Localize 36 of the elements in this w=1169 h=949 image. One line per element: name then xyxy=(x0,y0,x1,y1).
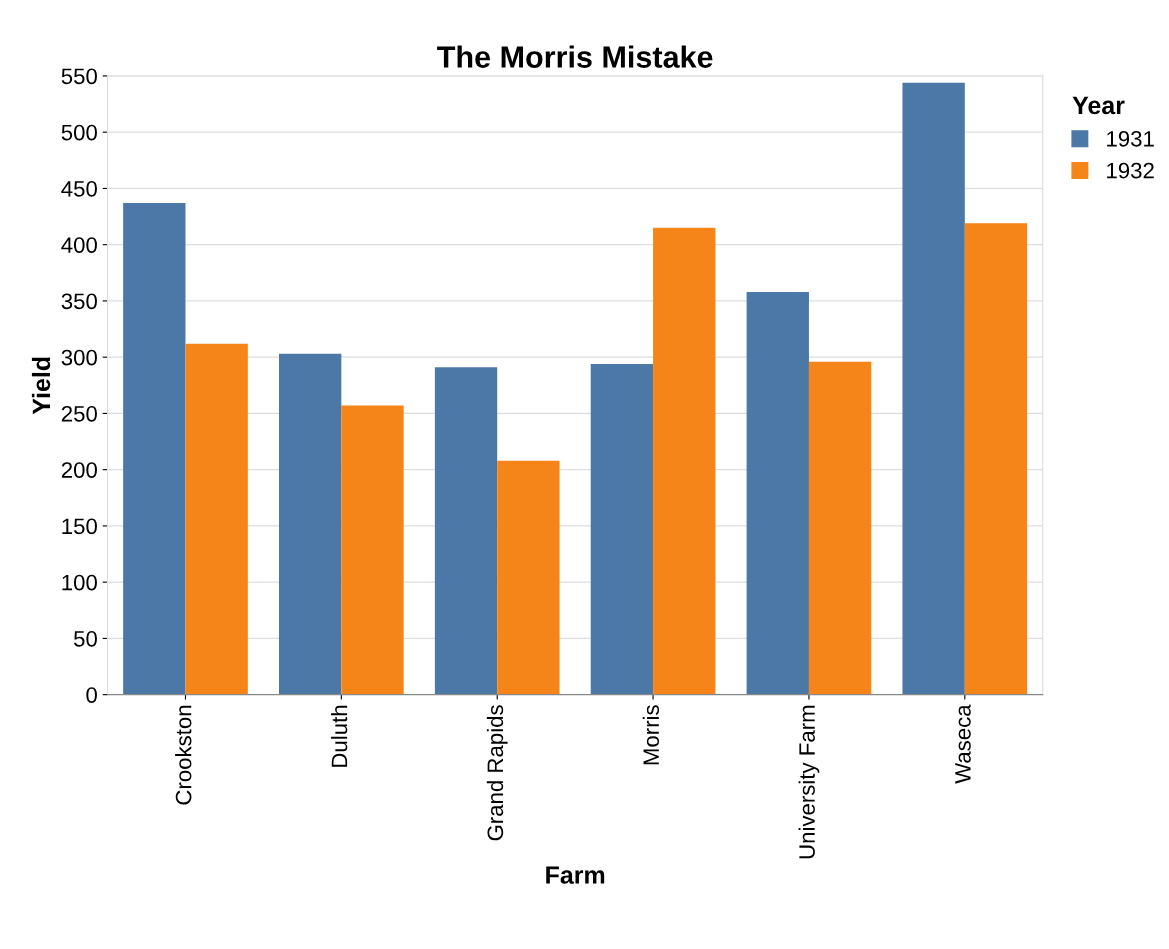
x-tick-label: Morris xyxy=(642,705,660,765)
x-tick-label: University Farm xyxy=(798,705,820,859)
bar xyxy=(434,367,498,695)
bar xyxy=(902,82,965,695)
y-tick-label: 150 xyxy=(62,518,97,535)
bar xyxy=(341,405,404,695)
legend-label: 1931 xyxy=(1107,130,1154,147)
y-axis-title: Yield xyxy=(31,357,51,415)
x-tick-label: Crookston xyxy=(175,705,192,805)
y-tick-label: 450 xyxy=(61,180,97,197)
bar xyxy=(964,223,1028,695)
bar xyxy=(653,227,716,695)
y-tick-label: 350 xyxy=(61,293,97,310)
y-tick-label: 400 xyxy=(61,237,97,253)
legend-label: 1932 xyxy=(1107,162,1154,179)
y-tick-label: 0 xyxy=(86,687,97,703)
chart-title: The Morris Mistake xyxy=(437,45,713,68)
bar xyxy=(279,353,342,695)
y-tick-label: 500 xyxy=(61,124,97,141)
bar xyxy=(746,291,809,695)
legend-title: Year xyxy=(1072,96,1125,115)
y-tick-label: 50 xyxy=(74,630,97,647)
bar xyxy=(590,363,654,695)
x-tick-label: Duluth xyxy=(330,705,348,767)
bar xyxy=(808,361,872,695)
y-tick-label: 300 xyxy=(61,349,97,366)
x-tick-label: Grand Rapids xyxy=(486,705,508,841)
bar xyxy=(123,203,186,695)
y-tick-label: 250 xyxy=(61,405,97,422)
x-tick-label: Waseca xyxy=(955,704,971,784)
x-axis-title: Farm xyxy=(546,866,605,884)
bar xyxy=(185,343,248,695)
y-tick-label: 100 xyxy=(62,574,97,591)
y-tick-label: 200 xyxy=(61,462,97,478)
y-tick-label: 550 xyxy=(61,68,97,85)
bar xyxy=(497,460,560,695)
